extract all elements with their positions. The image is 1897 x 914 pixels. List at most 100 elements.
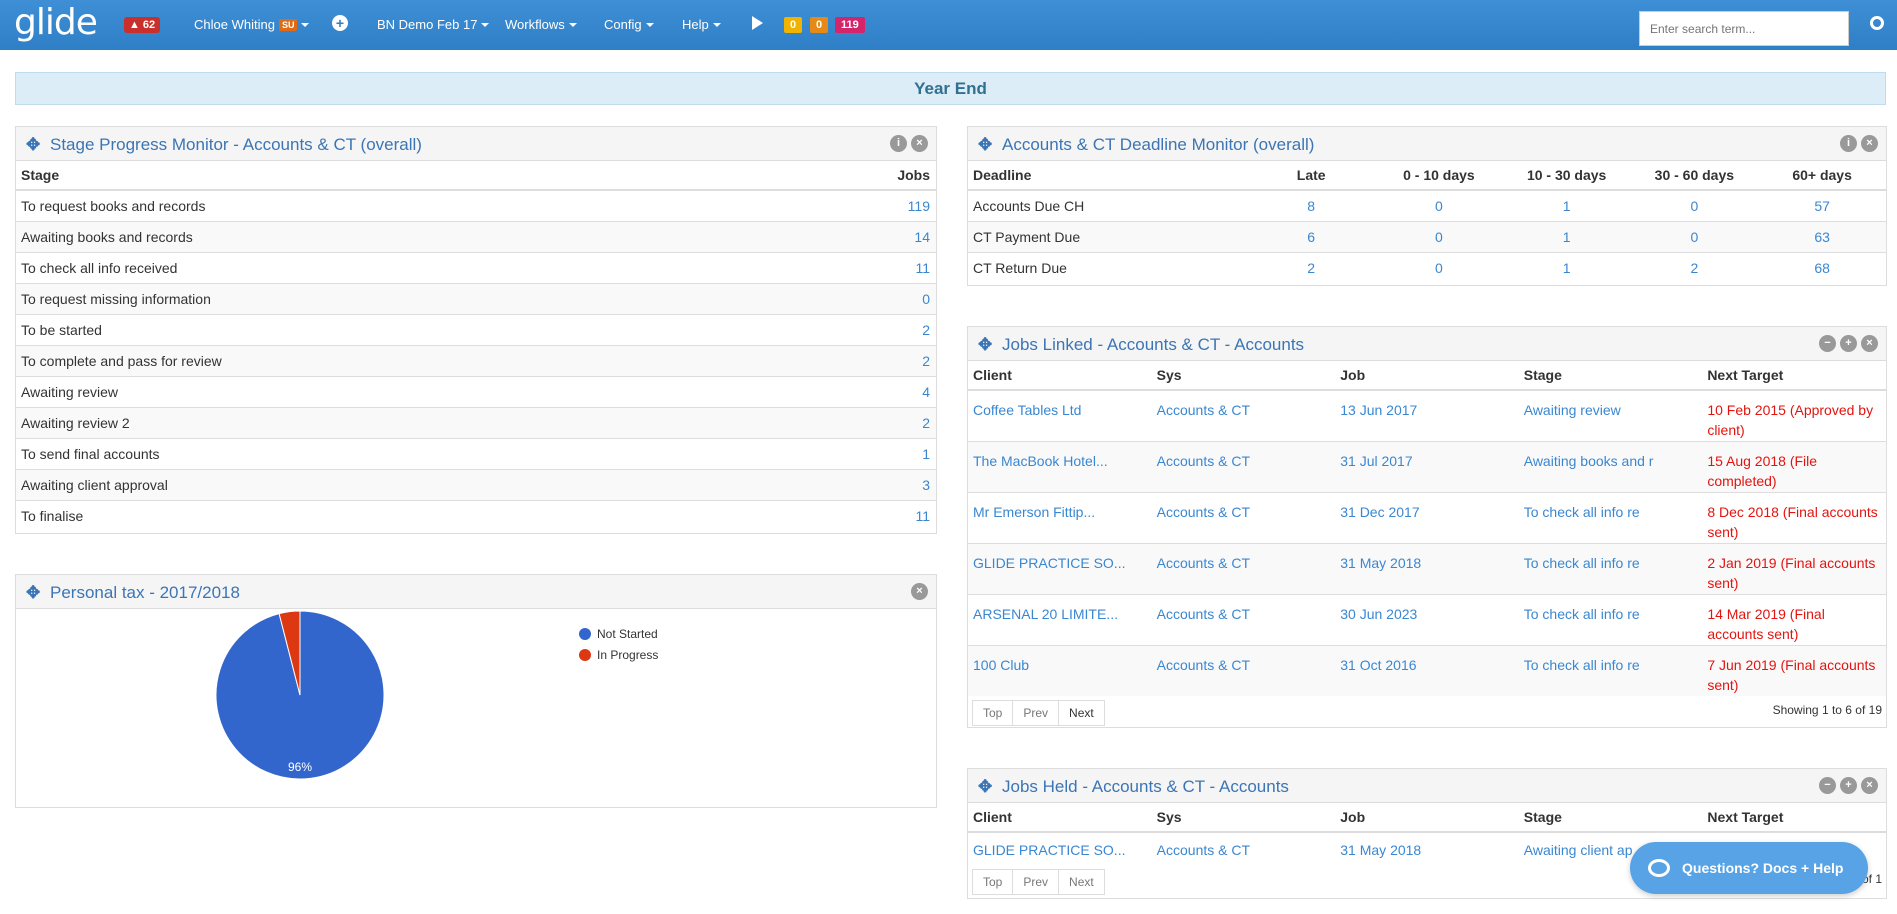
sys-link[interactable]: Accounts & CT [1151,440,1336,492]
stage-link[interactable]: To check all info re [1518,644,1703,696]
count-link[interactable]: 1 [1502,251,1631,283]
client-link[interactable]: GLIDE PRACTICE SO... [968,542,1152,594]
sys-link[interactable]: Accounts & CT [1151,593,1336,645]
job-link[interactable]: 13 Jun 2017 [1335,389,1519,441]
move-icon[interactable]: ✥ [26,135,41,154]
chat-bubble-icon [1648,859,1670,877]
counter-red[interactable]: 119 [835,17,865,33]
job-link[interactable]: 31 Oct 2016 [1335,644,1519,696]
legend-item[interactable]: Not Started [579,623,658,644]
jobs-count-link[interactable]: 11 [778,251,936,283]
sys-link[interactable]: Accounts & CT [1151,831,1336,863]
close-icon[interactable]: × [1861,135,1878,152]
move-icon[interactable]: ✥ [978,335,993,354]
play-icon[interactable] [752,16,763,30]
client-link[interactable]: ARSENAL 20 LIMITE... [968,593,1152,645]
glide-logo[interactable]: glide [14,2,98,43]
job-link[interactable]: 31 Jul 2017 [1335,440,1519,492]
client-link[interactable]: Mr Emerson Fittip... [968,491,1152,543]
job-link[interactable]: 30 Jun 2023 [1335,593,1519,645]
legend-item[interactable]: In Progress [579,644,658,665]
jobs-count-link[interactable]: 14 [778,220,936,252]
jobs-count-link[interactable]: 11 [778,499,936,531]
count-link[interactable]: 1 [1502,189,1631,221]
count-link[interactable]: 2 [1247,251,1376,283]
prev-button[interactable]: Prev [1012,869,1060,895]
stage-link[interactable]: To check all info re [1518,491,1703,543]
stage-name: To request books and records [16,189,779,221]
close-icon[interactable]: × [911,135,928,152]
next-button[interactable]: Next [1058,700,1105,726]
config-label: Config [604,17,642,32]
top-button[interactable]: Top [972,869,1014,895]
client-link[interactable]: GLIDE PRACTICE SO... [968,831,1152,863]
help-menu[interactable]: Help [682,17,721,32]
close-icon[interactable]: × [1861,335,1878,352]
jobs-count-link[interactable]: 3 [778,468,936,500]
count-link[interactable]: 57 [1758,189,1886,221]
count-link[interactable]: 1 [1502,220,1631,252]
jobs-count-link[interactable]: 119 [778,189,936,221]
add-icon[interactable]: + [332,15,348,31]
count-link[interactable]: 0 [1630,220,1759,252]
minimize-icon[interactable]: − [1819,777,1836,794]
config-menu[interactable]: Config [604,17,654,32]
count-link[interactable]: 63 [1758,220,1886,252]
sys-link[interactable]: Accounts & CT [1151,491,1336,543]
deadline-name: Accounts Due CH [968,189,1248,221]
workflows-menu[interactable]: Workflows [505,17,577,32]
next-button[interactable]: Next [1058,869,1105,895]
minimize-icon[interactable]: − [1819,335,1836,352]
job-link[interactable]: 31 Dec 2017 [1335,491,1519,543]
count-link[interactable]: 6 [1247,220,1376,252]
jobs-count-link[interactable]: 2 [778,344,936,376]
job-link[interactable]: 31 May 2018 [1335,831,1519,863]
jobs-count-link[interactable]: 0 [778,282,936,314]
counter-orange[interactable]: 0 [810,17,829,33]
stage-link[interactable]: Awaiting review [1518,389,1703,441]
move-icon[interactable]: ✥ [978,135,993,154]
jobs-count-link[interactable]: 1 [778,437,936,469]
client-link[interactable]: Coffee Tables Ltd [968,389,1152,441]
count-link[interactable]: 0 [1375,189,1503,221]
sys-link[interactable]: Accounts & CT [1151,389,1336,441]
stage-link[interactable]: To check all info re [1518,593,1703,645]
panel-header: ✥ Accounts & CT Deadline Monitor (overal… [968,127,1886,161]
stage-link[interactable]: Awaiting books and r [1518,440,1703,492]
count-link[interactable]: 0 [1375,251,1503,283]
help-docs-button[interactable]: Questions? Docs + Help [1630,842,1868,894]
close-icon[interactable]: × [911,583,928,600]
sys-link[interactable]: Accounts & CT [1151,542,1336,594]
counter-yellow[interactable]: 0 [784,17,803,33]
user-menu[interactable]: Chloe Whiting SU [194,17,310,32]
jobs-count-link[interactable]: 2 [778,313,936,345]
client-link[interactable]: The MacBook Hotel... [968,440,1152,492]
info-icon[interactable]: i [1840,135,1857,152]
move-icon[interactable]: ✥ [978,777,993,796]
sys-link[interactable]: Accounts & CT [1151,644,1336,696]
jobs-count-link[interactable]: 4 [778,375,936,407]
search-input[interactable] [1639,11,1849,46]
count-link[interactable]: 8 [1247,189,1376,221]
prev-button[interactable]: Prev [1012,700,1060,726]
count-link[interactable]: 0 [1630,189,1759,221]
gear-icon[interactable] [1870,16,1884,30]
notifications-badge[interactable]: ▲ 62 [124,17,161,33]
table-row: To check all info received 11 [16,251,936,283]
practice-menu[interactable]: BN Demo Feb 17 [377,17,490,32]
info-icon[interactable]: i [890,135,907,152]
job-link[interactable]: 31 May 2018 [1335,542,1519,594]
next-target: 7 Jun 2019 (Final accounts sent) [1702,644,1886,696]
stage-link[interactable]: To check all info re [1518,542,1703,594]
count-link[interactable]: 2 [1630,251,1759,283]
client-link[interactable]: 100 Club [968,644,1152,696]
jobs-count-link[interactable]: 2 [778,406,936,438]
count-link[interactable]: 68 [1758,251,1886,283]
pie-slice-in-progress[interactable] [278,611,301,696]
move-icon[interactable]: ✥ [26,583,41,602]
top-button[interactable]: Top [972,700,1014,726]
add-icon[interactable]: + [1840,335,1857,352]
count-link[interactable]: 0 [1375,220,1503,252]
add-icon[interactable]: + [1840,777,1857,794]
close-icon[interactable]: × [1861,777,1878,794]
